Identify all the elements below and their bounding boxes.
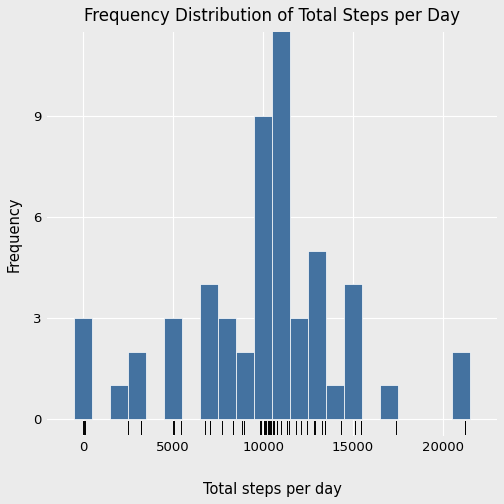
Bar xyxy=(254,116,272,419)
Bar xyxy=(290,318,308,419)
Bar xyxy=(326,385,344,419)
Title: Frequency Distribution of Total Steps per Day: Frequency Distribution of Total Steps pe… xyxy=(84,7,460,25)
Bar xyxy=(452,352,470,419)
Bar xyxy=(218,318,236,419)
Bar xyxy=(110,385,128,419)
Bar xyxy=(128,352,146,419)
Y-axis label: Frequency: Frequency xyxy=(7,196,22,272)
Bar xyxy=(308,250,326,419)
Bar xyxy=(344,284,362,419)
X-axis label: Total steps per day: Total steps per day xyxy=(203,482,342,497)
Bar xyxy=(236,352,254,419)
Bar xyxy=(164,318,182,419)
Bar xyxy=(380,385,398,419)
Bar xyxy=(200,284,218,419)
Bar xyxy=(74,318,92,419)
Bar xyxy=(272,0,290,419)
